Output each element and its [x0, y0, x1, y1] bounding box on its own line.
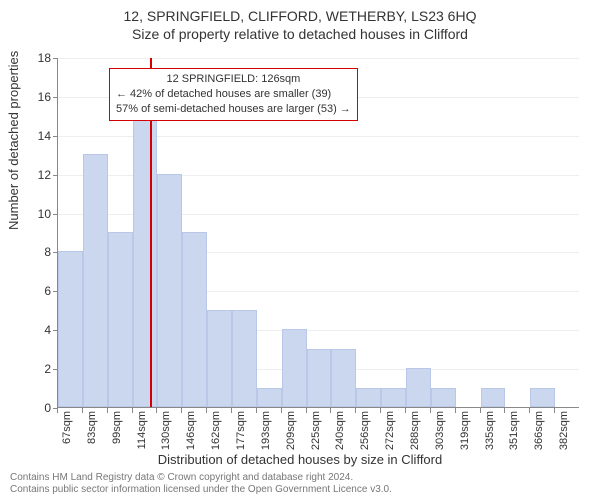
histogram-bar: [530, 388, 555, 407]
xtick-mark: [132, 408, 133, 413]
xtick-mark: [455, 408, 456, 413]
histogram-bar: [406, 368, 431, 407]
xtick-label: 67sqm: [61, 411, 73, 444]
histogram-bar: [207, 310, 232, 407]
xtick-mark: [405, 408, 406, 413]
xtick-mark: [206, 408, 207, 413]
xtick-mark: [57, 408, 58, 413]
ytick-mark: [53, 136, 58, 137]
histogram-bar: [282, 329, 307, 407]
xtick-mark: [107, 408, 108, 413]
histogram-bar: [481, 388, 506, 407]
xtick-mark: [380, 408, 381, 413]
xtick-mark: [430, 408, 431, 413]
xtick-label: 303sqm: [434, 411, 446, 450]
ytick-label: 8: [21, 245, 51, 259]
ytick-label: 12: [21, 168, 51, 182]
ytick-mark: [53, 175, 58, 176]
xtick-label: 319sqm: [459, 411, 471, 450]
histogram-bar: [257, 388, 282, 407]
footer-line1: Contains HM Land Registry data © Crown c…: [10, 472, 392, 484]
histogram-bar: [356, 388, 381, 407]
ytick-label: 4: [21, 323, 51, 337]
histogram-bar: [232, 310, 257, 407]
histogram-bar: [431, 388, 456, 407]
callout-box: 12 SPRINGFIELD: 126sqm ← 42% of detached…: [109, 68, 358, 121]
xtick-mark: [281, 408, 282, 413]
x-axis-label: Distribution of detached houses by size …: [0, 452, 600, 467]
chart-title: Size of property relative to detached ho…: [0, 24, 600, 42]
xtick-label: 240sqm: [334, 411, 346, 450]
xtick-mark: [181, 408, 182, 413]
ytick-label: 10: [21, 207, 51, 221]
ytick-label: 18: [21, 51, 51, 65]
ytick-label: 14: [21, 129, 51, 143]
footer-line2: Contains public sector information licen…: [10, 484, 392, 496]
xtick-mark: [256, 408, 257, 413]
xtick-label: 382sqm: [558, 411, 570, 450]
xtick-label: 272sqm: [384, 411, 396, 450]
xtick-label: 288sqm: [409, 411, 421, 450]
grid-line: [58, 58, 579, 59]
xtick-mark: [480, 408, 481, 413]
histogram-bar: [381, 388, 406, 407]
xtick-label: 256sqm: [359, 411, 371, 450]
xtick-mark: [529, 408, 530, 413]
xtick-label: 130sqm: [160, 411, 172, 450]
histogram-bar: [133, 115, 158, 407]
histogram-bar: [157, 174, 182, 407]
ytick-label: 0: [21, 401, 51, 415]
histogram-bar: [58, 251, 83, 407]
xtick-mark: [231, 408, 232, 413]
histogram-bar: [182, 232, 207, 407]
ytick-label: 6: [21, 284, 51, 298]
ytick-label: 2: [21, 362, 51, 376]
callout-line1: 12 SPRINGFIELD: 126sqm: [116, 72, 351, 87]
ytick-mark: [53, 214, 58, 215]
ytick-label: 16: [21, 90, 51, 104]
xtick-label: 366sqm: [533, 411, 545, 450]
xtick-label: 351sqm: [508, 411, 520, 450]
xtick-mark: [554, 408, 555, 413]
callout-line3: 57% of semi-detached houses are larger (…: [116, 102, 351, 117]
xtick-label: 99sqm: [111, 411, 123, 444]
xtick-mark: [355, 408, 356, 413]
xtick-label: 114sqm: [136, 411, 148, 449]
xtick-mark: [82, 408, 83, 413]
xtick-label: 209sqm: [285, 411, 297, 450]
histogram-bar: [83, 154, 108, 407]
xtick-mark: [156, 408, 157, 413]
xtick-label: 146sqm: [185, 411, 197, 450]
y-axis-label: Number of detached properties: [6, 51, 21, 230]
xtick-mark: [306, 408, 307, 413]
histogram-bar: [307, 349, 332, 407]
xtick-label: 335sqm: [484, 411, 496, 450]
ytick-mark: [53, 58, 58, 59]
xtick-label: 225sqm: [310, 411, 322, 450]
callout-line2: ← 42% of detached houses are smaller (39…: [116, 87, 351, 102]
xtick-label: 83sqm: [86, 411, 98, 444]
xtick-label: 162sqm: [210, 411, 222, 450]
xtick-mark: [330, 408, 331, 413]
chart-area: 12 SPRINGFIELD: 126sqm ← 42% of detached…: [57, 58, 579, 408]
ytick-mark: [53, 97, 58, 98]
histogram-bar: [331, 349, 356, 407]
xtick-label: 193sqm: [260, 411, 272, 450]
histogram-bar: [108, 232, 133, 407]
xtick-label: 177sqm: [235, 411, 247, 450]
chart-supertitle: 12, SPRINGFIELD, CLIFFORD, WETHERBY, LS2…: [0, 0, 600, 24]
xtick-mark: [504, 408, 505, 413]
footer: Contains HM Land Registry data © Crown c…: [10, 472, 392, 496]
